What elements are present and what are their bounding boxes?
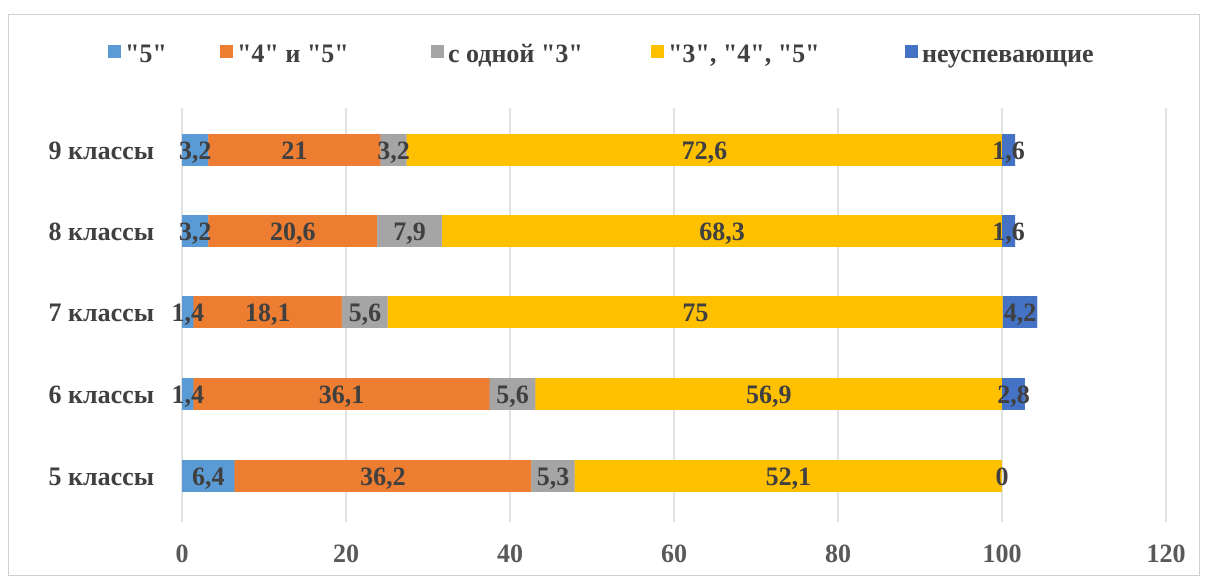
data-label: 52,1 [766, 462, 812, 491]
data-label: 36,1 [319, 380, 365, 409]
bar-segment [1002, 134, 1016, 166]
x-tick-label: 20 [333, 539, 359, 568]
data-label: 7,9 [393, 217, 426, 246]
legend: "5" "4" и "5" с одной "3" "3", "4", "5" неус… [108, 39, 1094, 68]
legend-swatch [108, 45, 121, 58]
x-tick-label: 40 [497, 539, 523, 568]
bar-segment [182, 296, 194, 328]
data-label: 5,3 [537, 462, 570, 491]
legend-entry: неуспевающие [922, 39, 1094, 68]
category-label: 5 классы [49, 462, 154, 491]
data-label: 18,1 [245, 298, 291, 327]
data-label: 20,6 [270, 217, 316, 246]
bars [182, 134, 1038, 492]
data-label: 1,4 [171, 298, 204, 327]
bar-segment [208, 215, 378, 247]
legend-entry: с одной "3" [448, 39, 583, 68]
value-axis-labels: 0 20 40 60 80 100 120 [176, 539, 1186, 568]
bar-segment [182, 460, 235, 492]
data-label: 0 [996, 462, 1009, 491]
bar-segment [489, 378, 536, 410]
bar-segment [377, 215, 442, 247]
data-label: 56,9 [746, 380, 792, 409]
legend-swatch [431, 45, 444, 58]
bar-segment [234, 460, 532, 492]
bar-segment [1002, 378, 1025, 410]
category-label: 9 классы [49, 136, 154, 165]
bar-segment [1002, 215, 1016, 247]
bar-segment [380, 134, 407, 166]
data-label: 2,8 [997, 380, 1030, 409]
bar-segment [535, 378, 1002, 410]
data-label: 72,6 [682, 136, 728, 165]
data-label: 3,2 [377, 136, 410, 165]
category-axis-labels: 5 классы 6 классы 7 классы 8 классы 9 классы [49, 136, 154, 491]
x-tick-label: 80 [825, 539, 851, 568]
legend-entry: "3", "4", "5" [668, 39, 820, 68]
category-label: 7 классы [49, 298, 154, 327]
bar-segment [341, 296, 388, 328]
legend-swatch [220, 45, 233, 58]
bar-segment [441, 215, 1002, 247]
data-label: 1,6 [992, 217, 1025, 246]
bar-segment [531, 460, 575, 492]
data-label: 36,2 [360, 462, 406, 491]
data-label: 75 [682, 298, 708, 327]
data-label: 6,4 [192, 462, 225, 491]
data-label: 21 [281, 136, 307, 165]
data-label: 5,6 [349, 298, 382, 327]
bar-segment [1002, 296, 1038, 328]
data-labels: 6,4 36,2 5,3 52,1 0 1,4 36,1 5,6 56,9 2,8 1,4 18,1 5… [171, 136, 1036, 491]
bar-segment [208, 134, 381, 166]
bar-segment [182, 215, 209, 247]
gridlines [181, 108, 1167, 522]
chart-frame [8, 14, 1200, 576]
bar-segment [574, 460, 1002, 492]
x-tick-label: 100 [983, 539, 1022, 568]
category-label: 8 классы [49, 217, 154, 246]
x-tick-label: 120 [1147, 539, 1186, 568]
bar-segment [193, 296, 342, 328]
legend-entry: "4" и "5" [237, 39, 349, 68]
bar-segment [193, 378, 490, 410]
category-label: 6 классы [49, 380, 154, 409]
x-tick-label: 0 [176, 539, 189, 568]
bar-segment [182, 134, 209, 166]
legend-entry: "5" [125, 39, 167, 68]
data-label: 3,2 [179, 136, 212, 165]
data-label: 68,3 [699, 217, 745, 246]
legend-swatch [905, 45, 918, 58]
data-label: 3,2 [179, 217, 212, 246]
bar-segment [387, 296, 1003, 328]
data-label: 5,6 [496, 380, 529, 409]
data-label: 4,2 [1004, 298, 1037, 327]
data-label: 1,6 [992, 136, 1025, 165]
data-label: 1,4 [171, 380, 204, 409]
x-tick-label: 60 [661, 539, 687, 568]
legend-swatch [651, 45, 664, 58]
bar-segment [406, 134, 1002, 166]
bar-segment [182, 378, 194, 410]
